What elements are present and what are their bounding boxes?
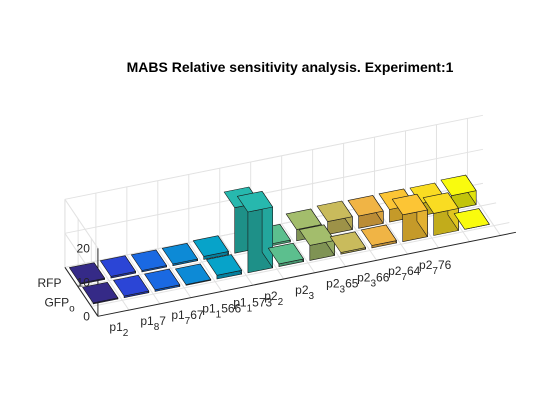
bar [113, 274, 150, 299]
category-label: p23 [295, 283, 314, 302]
bar-top-face [131, 249, 167, 271]
gridline-back-z [64, 148, 484, 234]
bar-top-face [391, 193, 428, 216]
bar-top-face [82, 281, 119, 304]
x-axis-line [97, 231, 517, 317]
bar [100, 255, 136, 279]
bar-top-face [175, 263, 212, 285]
bar [298, 224, 335, 261]
bar [175, 263, 212, 286]
bar [206, 254, 242, 280]
category-label: p2366 [357, 270, 390, 289]
gridline-back-z [64, 114, 484, 200]
category-label: p1767 [171, 308, 204, 327]
gridline-floor-row [91, 222, 510, 308]
gridline-floor-col [219, 235, 254, 286]
bar-top-face [113, 274, 150, 297]
bar [144, 268, 181, 292]
bar [347, 195, 384, 229]
bar-top-face [316, 200, 353, 222]
bar [192, 235, 229, 260]
category-label: p187 [140, 314, 166, 333]
bar-top-face [206, 254, 242, 276]
bar-top-face [237, 191, 274, 213]
bar-top-face [422, 192, 459, 214]
bar-top-face [329, 231, 366, 253]
category-label: p2776 [419, 258, 452, 277]
bar [267, 242, 304, 267]
chart-title: MABS Relative sensitivity analysis. Expe… [127, 59, 454, 75]
series-label: RFP [38, 276, 62, 290]
bar [422, 192, 459, 236]
bar [237, 191, 274, 274]
bar [391, 193, 428, 242]
bar-top-face [69, 262, 105, 284]
gridline-floor-col [126, 254, 161, 305]
bar-top-face [453, 208, 490, 230]
bar [453, 208, 490, 230]
grid [64, 114, 517, 317]
row-labels: RFP GFPo [38, 276, 76, 315]
category-label: p12 [109, 320, 128, 339]
bar-top-face [360, 224, 397, 246]
bar [131, 249, 167, 273]
series-label: GFPo [44, 296, 75, 315]
z-tick-label: 0 [83, 309, 90, 323]
gridline-floor-col [281, 223, 316, 274]
bar-top-face [100, 255, 136, 277]
bar [360, 224, 397, 249]
bar [329, 231, 366, 255]
category-label: p2365 [326, 277, 359, 296]
gridline-side-z [64, 199, 99, 249]
category-label: p2764 [388, 264, 421, 283]
gridline-floor-col [157, 248, 192, 298]
bar-top-face [285, 208, 322, 230]
bars [69, 174, 490, 305]
bar-top-face [192, 235, 229, 257]
bar-top-face [440, 174, 477, 196]
bar-top-face [347, 195, 384, 217]
bar [161, 243, 198, 267]
bar [82, 281, 119, 305]
z-tick-label: 10 [77, 275, 91, 289]
bar-top-face [267, 242, 304, 265]
bar [440, 174, 477, 210]
bar [69, 262, 105, 285]
bar [316, 200, 353, 235]
z-tick-label: 20 [77, 241, 91, 255]
gridline-floor-col [188, 242, 223, 292]
bar-top-face [144, 268, 181, 291]
gridline-floor-col [95, 260, 130, 311]
bar-top-face [161, 243, 198, 265]
y-axis-line [64, 267, 99, 317]
z-axis-ticks: 0 10 20 [77, 241, 91, 323]
